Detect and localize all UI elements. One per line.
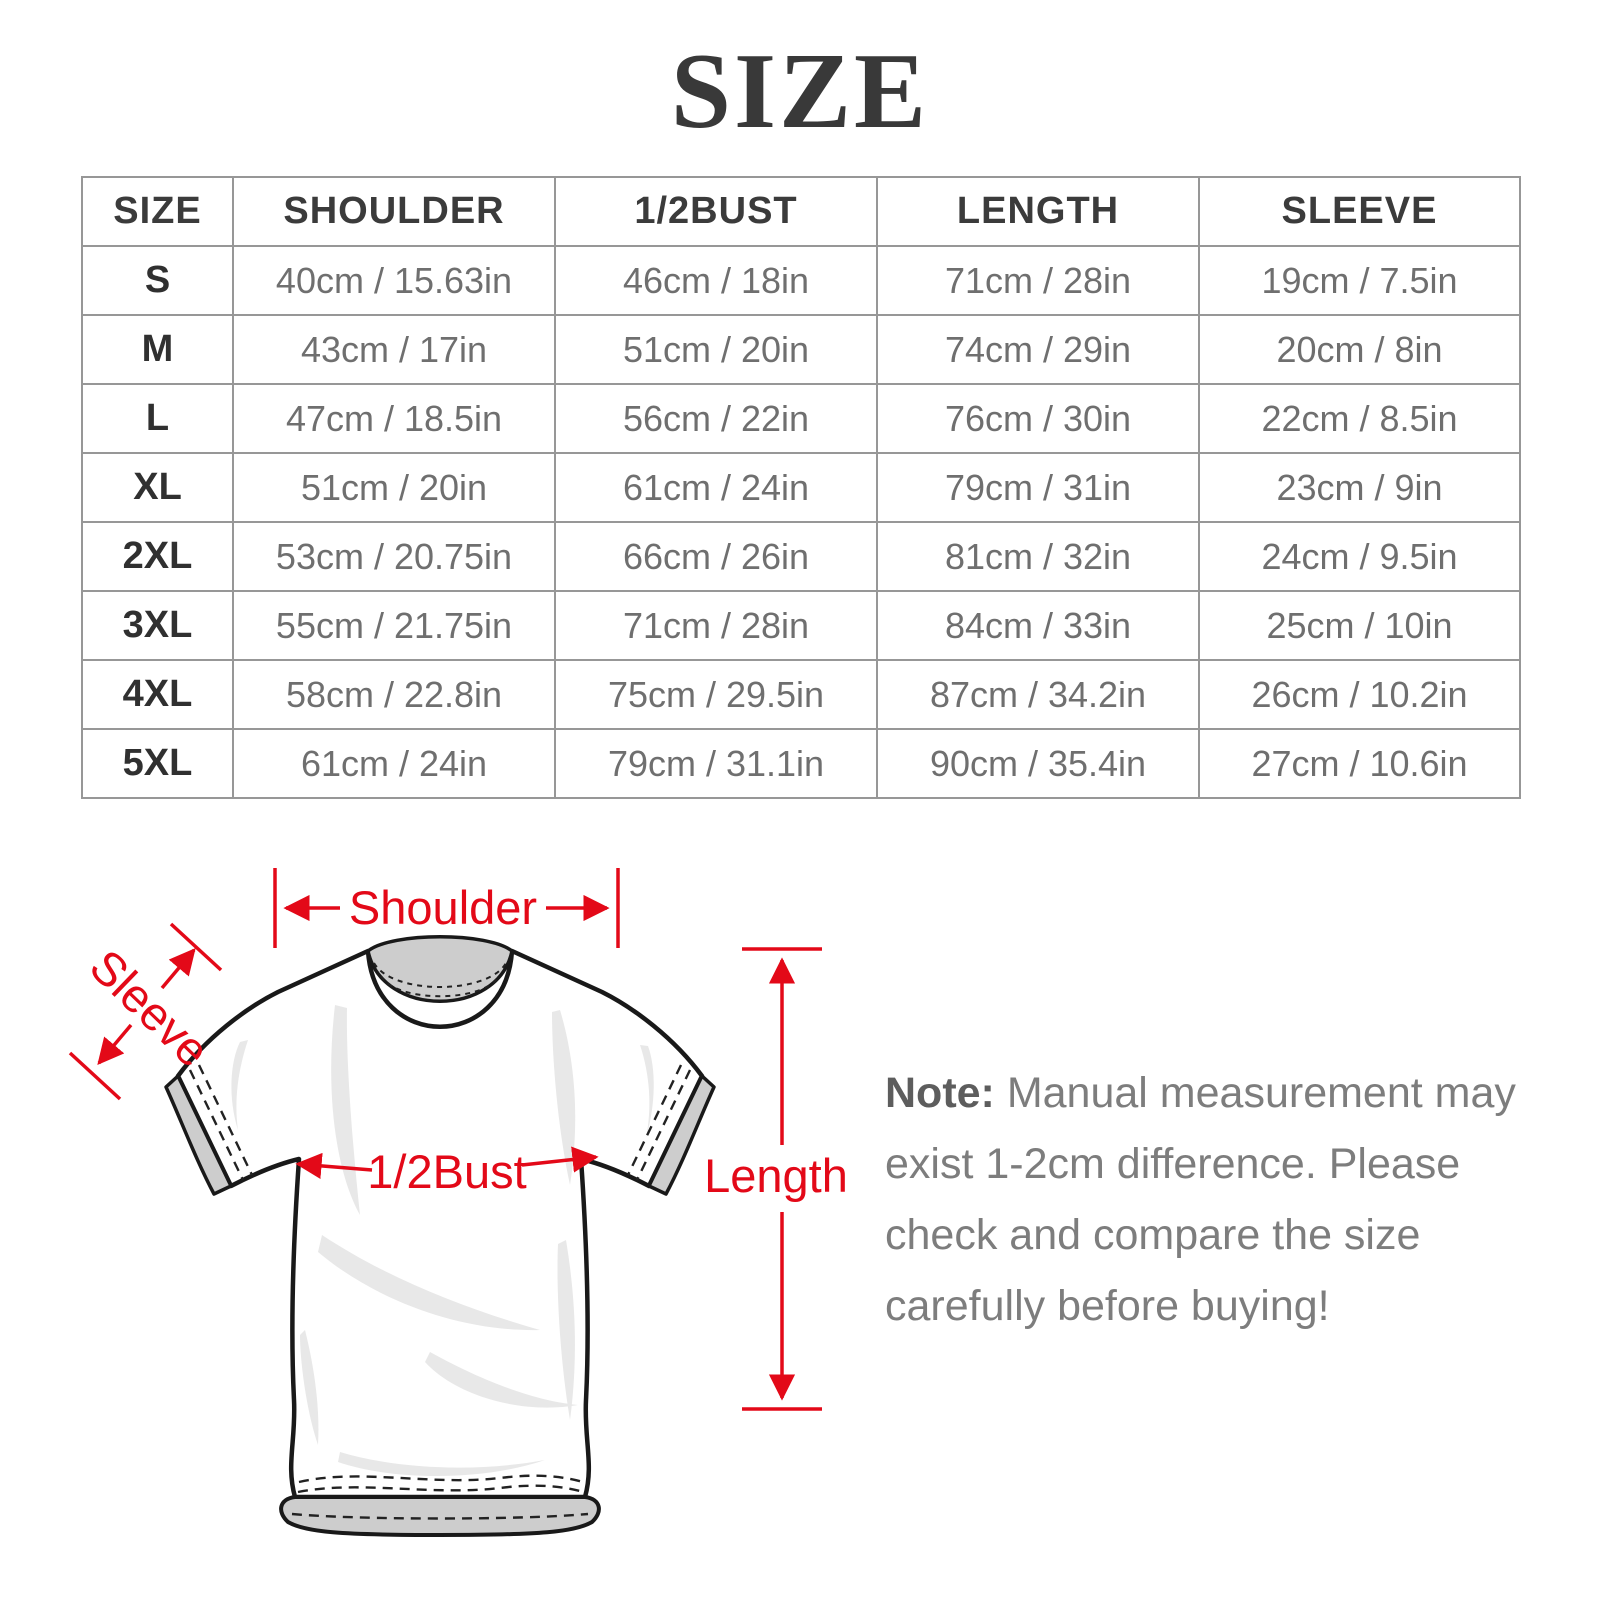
table-header-row: SIZE SHOULDER 1/2BUST LENGTH SLEEVE — [81, 176, 1521, 247]
size-cell: 3XL — [81, 590, 234, 661]
left-cuff-stitch — [188, 1069, 245, 1181]
note-line: check and compare the size — [885, 1211, 1421, 1259]
column-header: SHOULDER — [232, 176, 556, 247]
column-header: SLEEVE — [1198, 176, 1521, 247]
size-cell: M — [81, 314, 234, 385]
measurement-cell: 76cm / 30in — [876, 383, 1200, 454]
measurement-cell: 71cm / 28in — [876, 245, 1200, 316]
note-text: Manual measurement may — [1006, 1069, 1516, 1117]
measurement-cell: 79cm / 31in — [876, 452, 1200, 523]
collar-ribbing — [380, 975, 500, 998]
table-row: 2XL 53cm / 20.75in 66cm / 26in 81cm / 32in 2… — [81, 521, 1521, 592]
note-line: Note: Manual measurement may — [885, 1058, 1535, 1129]
note-label: Note: — [885, 1069, 995, 1117]
size-cell: XL — [81, 452, 234, 523]
left-cuff-stitch — [197, 1064, 254, 1176]
measurement-cell: 71cm / 28in — [554, 590, 878, 661]
column-header: 1/2BUST — [554, 176, 878, 247]
half-bust-label: 1/2Bust — [367, 1145, 526, 1198]
column-header: LENGTH — [876, 176, 1200, 247]
table-row: 4XL 58cm / 22.8in 75cm / 29.5in 87cm / 34.2… — [81, 659, 1521, 730]
page-title: SIZE — [670, 32, 930, 151]
sleeve-label: Sleeve — [80, 939, 220, 1077]
measurement-cell: 22cm / 8.5in — [1198, 383, 1521, 454]
right-cuff-stitch — [635, 1069, 692, 1181]
collar-ribbing — [373, 962, 507, 988]
measurement-cell: 75cm / 29.5in — [554, 659, 878, 730]
measurement-cell: 43cm / 17in — [232, 314, 556, 385]
collar-inner — [366, 935, 514, 1003]
column-header: SIZE — [81, 176, 234, 247]
measurement-cell: 90cm / 35.4in — [876, 728, 1200, 799]
measurement-cell: 51cm / 20in — [232, 452, 556, 523]
measurement-cell: 61cm / 24in — [232, 728, 556, 799]
left-cuff — [164, 1074, 233, 1196]
length-label: Length — [704, 1149, 848, 1202]
tshirt-measurement-diagram: Shoulder Sleeve 1/2Bust Length — [68, 868, 848, 1537]
table-row: M 43cm / 17in 51cm / 20in 74cm / 29in 20cm /… — [81, 314, 1521, 385]
measurement-cell: 47cm / 18.5in — [232, 383, 556, 454]
measurement-cell: 74cm / 29in — [876, 314, 1200, 385]
measurement-cell: 46cm / 18in — [554, 245, 878, 316]
measurement-cell: 25cm / 10in — [1198, 590, 1521, 661]
shoulder-dimension: Shoulder — [273, 868, 620, 948]
size-cell: 5XL — [81, 728, 234, 799]
hem-band — [279, 1495, 601, 1537]
table-row: 3XL 55cm / 21.75in 71cm / 28in 84cm / 33in 2… — [81, 590, 1521, 661]
size-cell: 2XL — [81, 521, 234, 592]
tshirt-illustration — [164, 935, 716, 1537]
note-line: carefully before buying! — [885, 1282, 1330, 1330]
right-cuff-stitch — [626, 1064, 683, 1176]
measurement-cell: 81cm / 32in — [876, 521, 1200, 592]
measurement-cell: 23cm / 9in — [1198, 452, 1521, 523]
wrinkle-shading — [231, 1005, 654, 1476]
measurement-cell: 55cm / 21.75in — [232, 590, 556, 661]
table-row: S 40cm / 15.63in 46cm / 18in 71cm / 28in 19c… — [81, 245, 1521, 316]
tshirt-body — [175, 948, 705, 1500]
measurement-cell: 87cm / 34.2in — [876, 659, 1200, 730]
measurement-cell: 84cm / 33in — [876, 590, 1200, 661]
table-row: 5XL 61cm / 24in 79cm / 31.1in 90cm / 35.4in… — [81, 728, 1521, 799]
measurement-cell: 24cm / 9.5in — [1198, 521, 1521, 592]
measurement-cell: 26cm / 10.2in — [1198, 659, 1521, 730]
hem-stitch — [298, 1474, 584, 1484]
measurement-cell: 51cm / 20in — [554, 314, 878, 385]
measurement-cell: 40cm / 15.63in — [232, 245, 556, 316]
note-line: exist 1-2cm difference. Please — [885, 1140, 1461, 1188]
table-row: L 47cm / 18.5in 56cm / 22in 76cm / 30in 22cm… — [81, 383, 1521, 454]
measurement-cell: 66cm / 26in — [554, 521, 878, 592]
measurement-cell: 58cm / 22.8in — [232, 659, 556, 730]
measurement-cell: 19cm / 7.5in — [1198, 245, 1521, 316]
size-chart-table: SIZE SHOULDER 1/2BUST LENGTH SLEEVE S 40cm / … — [81, 176, 1521, 799]
size-cell: L — [81, 383, 234, 454]
right-cuff — [647, 1074, 716, 1196]
hem-stitch — [297, 1484, 585, 1494]
size-cell: S — [81, 245, 234, 316]
note: Note: Manual measurement may exist 1-2cm… — [885, 1058, 1535, 1342]
shoulder-label: Shoulder — [349, 881, 537, 934]
measurement-cell: 27cm / 10.6in — [1198, 728, 1521, 799]
half-bust-dimension: 1/2Bust — [295, 1145, 599, 1198]
measurement-cell: 20cm / 8in — [1198, 314, 1521, 385]
measurement-cell: 79cm / 31.1in — [554, 728, 878, 799]
table-row: XL 51cm / 20in 61cm / 24in 79cm / 31in 23cm … — [81, 452, 1521, 523]
size-cell: 4XL — [81, 659, 234, 730]
length-dimension: Length — [704, 947, 848, 1411]
measurement-cell: 56cm / 22in — [554, 383, 878, 454]
measurement-cell: 61cm / 24in — [554, 452, 878, 523]
measurement-cell: 53cm / 20.75in — [232, 521, 556, 592]
